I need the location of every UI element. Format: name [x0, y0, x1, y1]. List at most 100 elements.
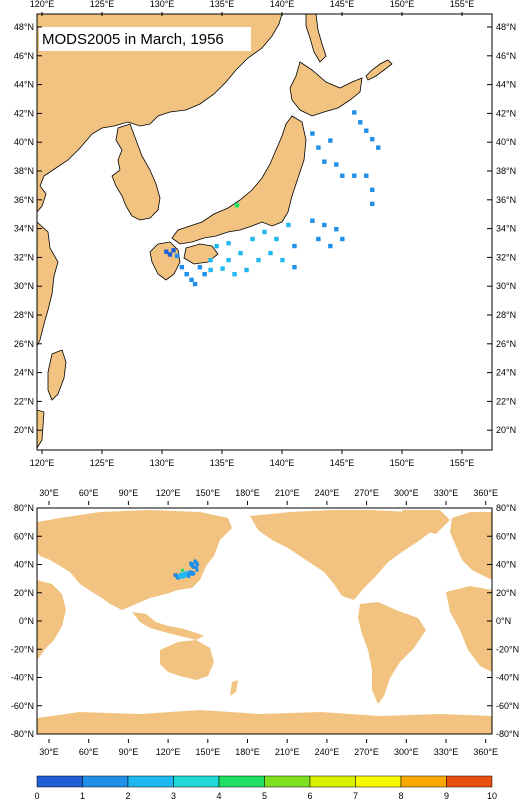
regional-x-tick-label: 135°E: [210, 0, 235, 9]
eurasia: [37, 510, 232, 610]
regional-y-tick-label: 42°N: [14, 108, 34, 118]
hokkaido: [289, 61, 363, 117]
colorbar-label: 2: [125, 791, 130, 801]
global-x-tick-label: 240°E: [315, 747, 340, 757]
colorbar-label: 6: [307, 791, 312, 801]
observation-point: [174, 253, 180, 259]
observation-point: [189, 277, 194, 283]
global-x-tick-label: 30°E: [39, 488, 59, 498]
global-observation-point: [192, 572, 196, 576]
observation-point: [310, 131, 315, 136]
asian-mainland: [37, 14, 283, 213]
colorbar-label: 1: [80, 791, 85, 801]
observation-point: [334, 162, 339, 167]
observation-point: [238, 250, 243, 256]
honshu: [171, 115, 307, 245]
taiwan: [47, 349, 67, 401]
observation-point: [364, 128, 369, 133]
global-x-tick-label: 360°E: [473, 747, 498, 757]
global-y-tick-label: -60°N: [496, 701, 519, 711]
regional-x-tick-label: 140°E: [270, 0, 295, 9]
greenland: [402, 510, 450, 534]
global-x-tick-label: 120°E: [156, 488, 181, 498]
colorbar-cell: [309, 775, 356, 788]
regional-x-tick-label: 150°E: [390, 458, 415, 468]
regional-y-tick-label: 40°N: [14, 137, 34, 147]
global-observation-point: [186, 570, 190, 574]
global-y-tick-label: -20°N: [496, 644, 519, 654]
observation-point: [328, 243, 333, 249]
regional-x-tick-label: 155°E: [450, 0, 475, 9]
global-x-tick-label: 300°E: [394, 488, 419, 498]
regional-y-ticks-left: 48°N 46°N 44°N 42°N 40°N 38°N 36°N 34°N 32°N 30°N…: [14, 22, 42, 435]
regional-x-tick-label: 125°E: [90, 0, 115, 9]
observation-point: [208, 257, 213, 263]
global-y-tick-label: 0°N: [496, 616, 511, 626]
observation-point: [262, 229, 267, 235]
regional-y-tick-label: 30°N: [14, 281, 34, 291]
colorbar-label: 9: [444, 791, 449, 801]
regional-x-tick-label: 140°E: [270, 458, 295, 468]
observation-point: [184, 271, 189, 277]
global-x-tick-label: 210°E: [275, 747, 300, 757]
observation-point: [280, 257, 285, 263]
australia: [160, 640, 214, 680]
global-x-tick-label: 150°E: [195, 488, 220, 498]
global-y-tick-label: -40°N: [496, 673, 519, 683]
observation-point: [226, 241, 231, 246]
africa: [37, 580, 66, 660]
observation-point: [244, 267, 249, 273]
regional-y-tick-label: 48°N: [496, 22, 516, 32]
observation-point: [370, 136, 375, 142]
regional-x-tick-label: 120°E: [30, 458, 55, 468]
global-x-tick-label: 90°E: [119, 488, 139, 498]
regional-y-tick-label: 34°N: [14, 224, 34, 234]
north-america: [250, 510, 436, 600]
regional-y-tick-label: 38°N: [496, 166, 516, 176]
colorbar-cell: [446, 775, 493, 788]
global-x-tick-label: 270°E: [354, 747, 379, 757]
global-y-tick-label: 80°N: [14, 503, 34, 513]
global-observation-point: [195, 568, 199, 572]
new-zealand: [230, 680, 238, 696]
regional-x-ticks-bottom: 120°E 125°E 130°E 135°E 140°E 145°E 150°E 155°E: [30, 450, 475, 468]
colorbar-cell: [264, 775, 311, 788]
colorbar-label: 8: [398, 791, 403, 801]
sakhalin: [305, 14, 327, 63]
observation-point: [214, 243, 219, 249]
regional-x-tick-label: 130°E: [150, 458, 175, 468]
regional-y-tick-label: 28°N: [496, 310, 516, 320]
regional-y-tick-label: 28°N: [14, 310, 34, 320]
regional-y-tick-label: 22°N: [14, 396, 34, 406]
global-x-tick-label: 360°E: [473, 488, 498, 498]
observation-point: [226, 257, 231, 263]
colorbar-cell: [400, 775, 447, 788]
global-x-tick-label: 300°E: [394, 747, 419, 757]
regional-y-tick-label: 36°N: [14, 195, 34, 205]
africa-east: [446, 586, 492, 672]
regional-y-tick-label: 24°N: [14, 368, 34, 378]
global-observation-point: [187, 575, 191, 579]
observation-point: [208, 267, 213, 273]
observation-point: [220, 266, 225, 271]
observation-point: [202, 271, 207, 277]
korean-peninsula: [111, 123, 161, 221]
observation-point: [340, 236, 345, 242]
colorbar-cell: [173, 775, 220, 788]
observation-point: [340, 173, 345, 178]
global-y-tick-label: -80°N: [11, 729, 34, 739]
regional-map-frame: [36, 13, 493, 451]
global-observation-point: [190, 562, 194, 566]
observation-point: [192, 281, 198, 287]
colorbar-label: 10: [487, 791, 497, 801]
global-x-tick-label: 150°E: [195, 747, 220, 757]
global-x-ticks-top: 30°E 60°E 90°E 120°E 150°E 180°E 210°E 240°E 270…: [39, 488, 498, 505]
regional-x-tick-label: 155°E: [450, 458, 475, 468]
observation-point: [250, 236, 255, 242]
observation-point: [370, 201, 375, 207]
global-x-tick-label: 180°E: [235, 488, 260, 498]
regional-y-tick-label: 26°N: [14, 339, 34, 349]
observation-point: [322, 222, 327, 228]
regional-y-tick-label: 46°N: [14, 51, 34, 61]
